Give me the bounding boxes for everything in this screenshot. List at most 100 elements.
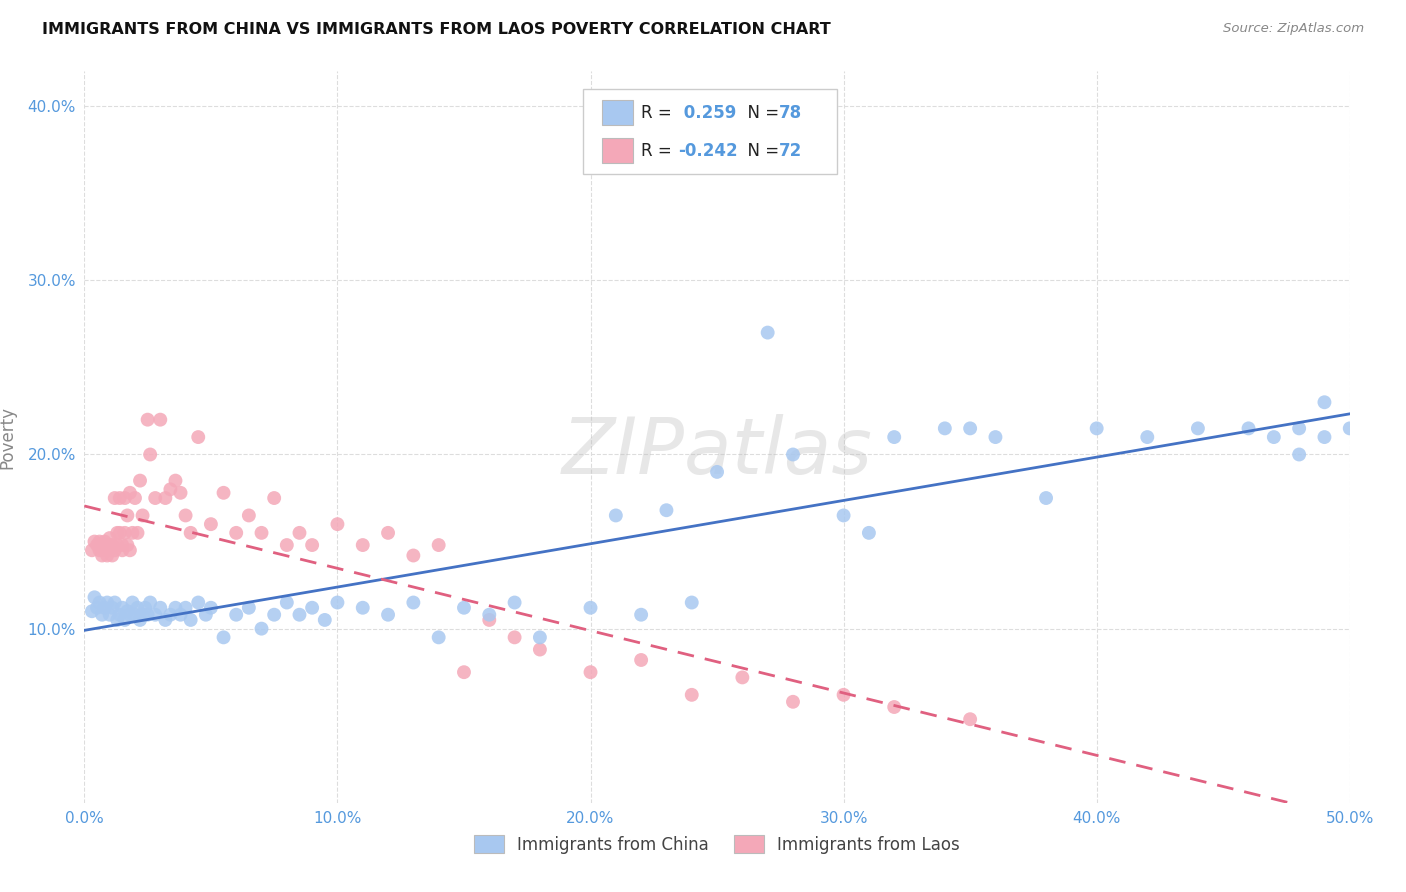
- Point: [124, 607, 146, 622]
- Point: [83, 591, 105, 605]
- Point: [108, 607, 131, 622]
- Point: [1288, 421, 1310, 435]
- Point: [104, 543, 127, 558]
- Point: [377, 525, 399, 540]
- Point: [212, 631, 235, 645]
- Point: [104, 595, 127, 609]
- Point: [127, 525, 149, 540]
- Point: [159, 607, 181, 622]
- Point: [136, 607, 159, 622]
- Text: N =: N =: [737, 142, 785, 160]
- Point: [832, 688, 855, 702]
- Point: [314, 613, 336, 627]
- Y-axis label: Poverty: Poverty: [0, 406, 17, 468]
- Point: [124, 491, 146, 505]
- Point: [155, 613, 177, 627]
- Point: [80, 543, 103, 558]
- Point: [118, 485, 141, 500]
- Point: [139, 595, 162, 609]
- Point: [131, 508, 153, 523]
- Point: [984, 430, 1007, 444]
- Point: [105, 538, 128, 552]
- Point: [529, 631, 551, 645]
- Point: [89, 543, 111, 558]
- Point: [503, 631, 526, 645]
- Point: [174, 508, 197, 523]
- Point: [143, 491, 166, 505]
- Point: [165, 600, 187, 615]
- Point: [101, 600, 124, 615]
- Point: [180, 613, 202, 627]
- Point: [114, 491, 136, 505]
- Point: [858, 525, 880, 540]
- Point: [1339, 421, 1361, 435]
- Point: [1263, 430, 1285, 444]
- Point: [91, 549, 114, 563]
- Point: [118, 543, 141, 558]
- Point: [111, 600, 134, 615]
- Point: [200, 517, 222, 532]
- Point: [288, 525, 311, 540]
- Point: [98, 538, 121, 552]
- Text: 72: 72: [779, 142, 803, 160]
- Point: [959, 421, 981, 435]
- Point: [117, 508, 139, 523]
- Point: [114, 613, 136, 627]
- Point: [326, 595, 349, 609]
- Point: [301, 600, 323, 615]
- Point: [301, 538, 323, 552]
- Point: [96, 549, 118, 563]
- Point: [93, 543, 115, 558]
- Point: [89, 534, 111, 549]
- Point: [194, 607, 217, 622]
- Point: [169, 607, 191, 622]
- Point: [139, 448, 162, 462]
- Point: [129, 474, 152, 488]
- Point: [782, 448, 804, 462]
- Point: [212, 485, 235, 500]
- Point: [111, 538, 134, 552]
- Point: [681, 688, 703, 702]
- Point: [117, 604, 139, 618]
- Point: [180, 525, 202, 540]
- Point: [352, 600, 374, 615]
- Point: [104, 491, 127, 505]
- Text: IMMIGRANTS FROM CHINA VS IMMIGRANTS FROM LAOS POVERTY CORRELATION CHART: IMMIGRANTS FROM CHINA VS IMMIGRANTS FROM…: [42, 22, 831, 37]
- Point: [121, 595, 143, 609]
- Point: [1313, 430, 1336, 444]
- Point: [402, 595, 425, 609]
- Text: Source: ZipAtlas.com: Source: ZipAtlas.com: [1223, 22, 1364, 36]
- Point: [155, 491, 177, 505]
- Point: [478, 613, 501, 627]
- Point: [756, 326, 779, 340]
- Point: [108, 525, 131, 540]
- Point: [169, 485, 191, 500]
- Point: [731, 670, 754, 684]
- Point: [200, 600, 222, 615]
- Point: [121, 525, 143, 540]
- Point: [134, 600, 156, 615]
- Point: [86, 600, 108, 615]
- Point: [98, 543, 121, 558]
- Point: [427, 538, 450, 552]
- Point: [934, 421, 956, 435]
- Point: [453, 600, 475, 615]
- Point: [579, 600, 602, 615]
- Point: [108, 491, 131, 505]
- Point: [326, 517, 349, 532]
- Point: [159, 483, 181, 497]
- Point: [86, 538, 108, 552]
- Point: [883, 430, 905, 444]
- Point: [529, 642, 551, 657]
- Text: R =: R =: [641, 142, 678, 160]
- Point: [101, 538, 124, 552]
- Point: [478, 607, 501, 622]
- Point: [96, 538, 118, 552]
- Point: [101, 549, 124, 563]
- Point: [1136, 430, 1159, 444]
- Legend: Immigrants from China, Immigrants from Laos: Immigrants from China, Immigrants from L…: [467, 829, 967, 860]
- Point: [630, 607, 652, 622]
- Point: [131, 607, 153, 622]
- Point: [681, 595, 703, 609]
- Point: [1313, 395, 1336, 409]
